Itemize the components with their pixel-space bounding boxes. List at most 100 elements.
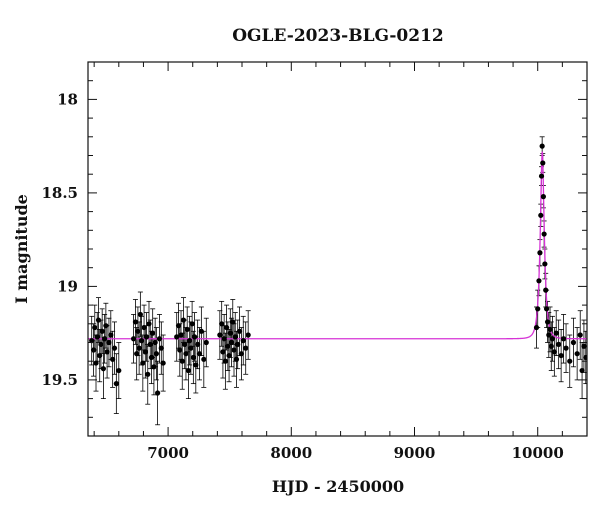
data-point	[95, 317, 102, 323]
data-point	[182, 341, 188, 347]
data-point	[108, 332, 114, 338]
data-point	[232, 334, 238, 340]
data-point	[152, 339, 158, 346]
data-point	[233, 356, 240, 362]
data-point	[548, 343, 554, 349]
data-point	[533, 324, 540, 331]
data-point	[92, 324, 98, 331]
data-point	[134, 351, 140, 357]
model-layer	[88, 151, 587, 340]
data-point	[135, 328, 141, 334]
data-point	[140, 360, 146, 366]
data-point	[538, 212, 544, 218]
data-point	[102, 336, 108, 342]
data-point	[537, 250, 543, 256]
data-point	[103, 323, 109, 329]
data-point	[543, 287, 549, 293]
data-point	[238, 351, 244, 357]
data-point	[180, 317, 187, 323]
data-point	[136, 345, 142, 351]
data-point	[100, 366, 107, 372]
data-point	[221, 336, 227, 342]
chart-title: OGLE-2023-BLG-0212	[232, 26, 444, 46]
data-point	[220, 349, 226, 355]
data-point	[155, 390, 161, 396]
data-point	[203, 339, 209, 346]
data-point	[553, 330, 559, 336]
data-point	[583, 354, 587, 361]
data-point	[138, 338, 145, 344]
data-point	[542, 261, 548, 267]
y-tick-label: 18	[57, 90, 78, 108]
data-point	[547, 326, 553, 333]
data-point	[97, 352, 103, 359]
data-point	[240, 338, 246, 344]
data-point	[188, 345, 194, 351]
data-point	[222, 358, 228, 364]
data-point	[137, 311, 143, 318]
data-point	[577, 332, 583, 338]
data-point	[231, 347, 237, 353]
data-point	[158, 345, 164, 351]
data-point	[558, 352, 564, 359]
data-point	[579, 367, 585, 374]
data-point	[104, 349, 110, 355]
data-point	[106, 339, 112, 346]
data-point	[196, 351, 203, 357]
data-point	[228, 339, 235, 346]
data-point	[146, 321, 152, 327]
data-point	[187, 338, 193, 344]
x-tick-label: 7000	[147, 444, 189, 462]
data-point	[236, 328, 243, 334]
data-point	[539, 143, 545, 149]
data-point	[94, 334, 100, 340]
tick-labels-layer: 7000 8000 9000 10000 18 18.5 19 19.5	[41, 90, 563, 462]
points-layer	[89, 143, 587, 396]
data-point	[147, 341, 153, 347]
data-point	[141, 324, 147, 331]
data-point	[563, 345, 569, 351]
x-tick-label: 10000	[512, 444, 564, 462]
x-tick-label: 9000	[394, 444, 436, 462]
data-point	[185, 367, 192, 374]
data-point	[535, 306, 541, 312]
data-point	[549, 336, 556, 342]
data-point	[224, 324, 230, 331]
data-point	[243, 345, 249, 351]
data-point	[179, 358, 185, 364]
data-point	[570, 339, 577, 346]
data-point	[132, 319, 139, 325]
x-axis-label: HJD - 2450000	[272, 477, 404, 496]
data-point	[148, 354, 155, 361]
data-point	[544, 319, 551, 325]
data-point	[153, 351, 159, 357]
data-point	[226, 352, 232, 359]
data-point	[175, 323, 182, 329]
data-point	[191, 334, 198, 340]
data-point	[142, 349, 148, 355]
data-point	[113, 381, 119, 387]
data-point	[190, 354, 196, 361]
data-point	[174, 334, 180, 340]
data-point	[177, 347, 183, 353]
data-point	[150, 330, 156, 336]
data-point	[143, 334, 150, 340]
data-point	[110, 356, 116, 362]
data-point	[183, 351, 189, 357]
y-axis-label: I magnitude	[12, 194, 31, 304]
data-point	[111, 345, 118, 351]
data-point	[245, 332, 251, 338]
errorbars-layer	[89, 136, 587, 426]
data-point	[93, 360, 99, 366]
data-point	[219, 321, 225, 327]
data-point	[543, 306, 550, 312]
data-point	[217, 332, 223, 338]
data-point	[99, 328, 105, 334]
data-point	[145, 371, 151, 377]
data-point	[556, 341, 562, 347]
data-point	[536, 278, 542, 284]
data-point	[581, 343, 587, 349]
data-point	[538, 173, 545, 179]
data-point	[230, 319, 236, 325]
